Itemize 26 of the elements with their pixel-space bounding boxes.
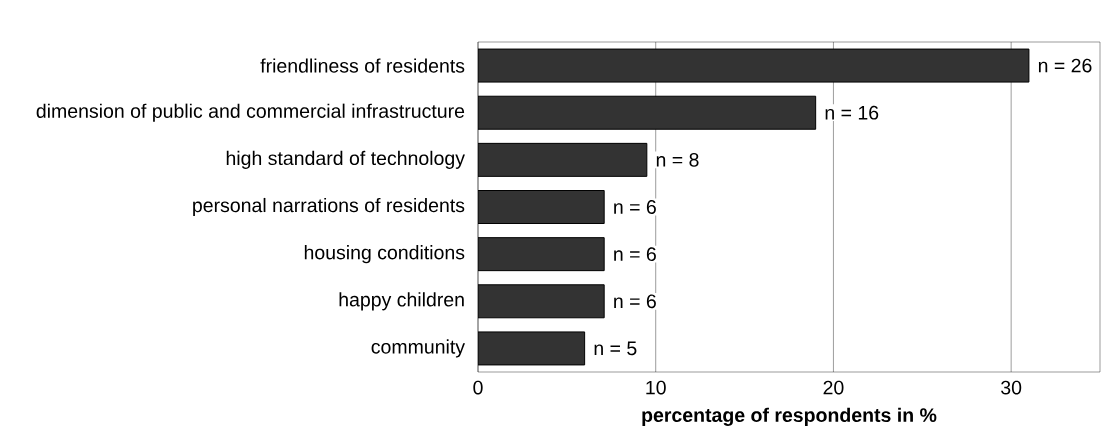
y-tick-label: happy children — [339, 292, 464, 311]
x-tick-label: 30 — [1001, 380, 1022, 395]
bar — [478, 331, 586, 366]
x-tick-label: 0 — [473, 380, 483, 395]
bar — [478, 95, 817, 130]
annotation: n = 16 — [825, 105, 879, 120]
x-tick-label: 20 — [823, 380, 844, 395]
y-tick-label: dimension of public and commercial infrastructure — [36, 103, 465, 122]
y-tick-label: housing conditions — [304, 245, 465, 264]
bar — [478, 142, 648, 177]
annotation: n = 6 — [614, 200, 656, 214]
y-tick-label: personal narrations of residents — [193, 197, 465, 217]
annotation: n = 5 — [594, 341, 637, 356]
bar — [478, 190, 605, 224]
annotation: n = 26 — [1038, 58, 1092, 73]
annotation: n = 6 — [614, 247, 656, 262]
x-axis-title: percentage of respondents in % — [642, 407, 937, 426]
bar — [478, 48, 1030, 83]
y-tick-label: community — [371, 339, 466, 358]
y-tick-label: high standard of technology — [226, 150, 465, 169]
annotation: n = 8 — [656, 152, 699, 167]
bar — [478, 284, 605, 319]
y-tick-label: friendliness of residents — [260, 58, 465, 73]
bar — [478, 237, 605, 272]
annotation: n = 6 — [614, 294, 656, 309]
x-tick-label: 10 — [646, 380, 666, 395]
